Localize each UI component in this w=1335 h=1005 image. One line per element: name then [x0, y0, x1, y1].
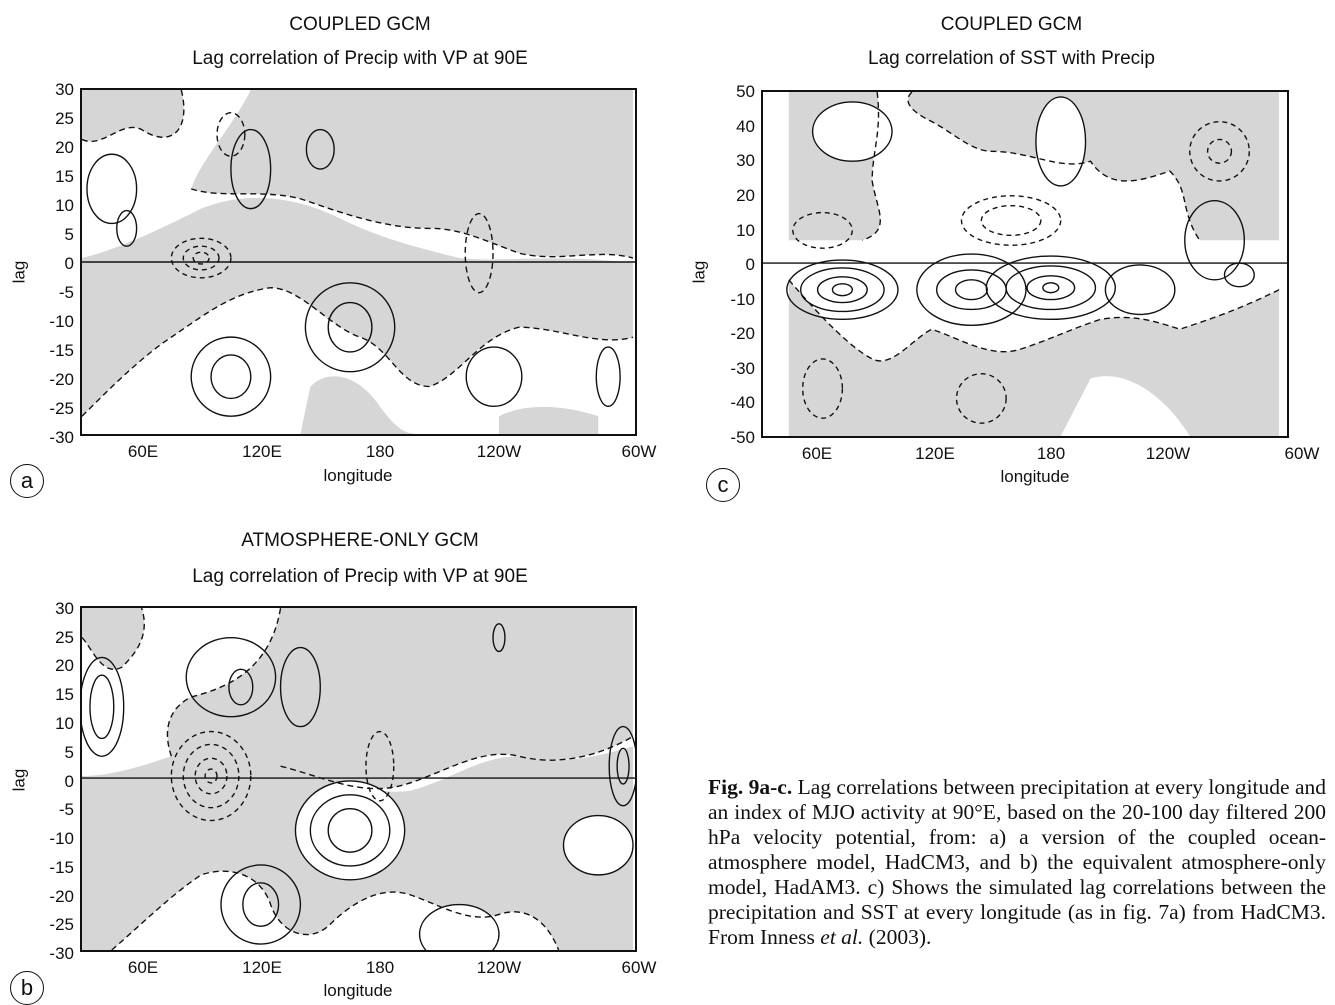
x-tick: 60W [621, 958, 657, 977]
y-tick: 30 [736, 151, 755, 170]
x-tick: 120W [1145, 444, 1191, 463]
y-tick: 30 [55, 80, 74, 99]
panel-b-title1: ATMOSPHERE-ONLY GCM [241, 530, 479, 551]
x-tick: 60E [127, 958, 159, 977]
caption-etal: et al. [820, 925, 864, 949]
y-tick: -5 [58, 283, 74, 302]
y-tick: -30 [49, 428, 74, 447]
y-tick: 40 [736, 117, 755, 136]
panel-b-letter: b [10, 971, 44, 1005]
panel-a-letter: a [10, 464, 44, 498]
y-tick: 20 [736, 186, 755, 205]
panel-b-contours [82, 608, 635, 950]
panel-b-xlabel: longitude [323, 981, 393, 1000]
y-tick: 0 [64, 772, 74, 791]
panel-c-title1: COUPLED GCM [940, 14, 1083, 35]
panel-b-plot [80, 606, 637, 952]
caption-tail: (2003). [863, 925, 932, 949]
y-tick: -20 [49, 370, 74, 389]
y-tick: 10 [736, 221, 755, 240]
y-tick: -25 [49, 399, 74, 418]
y-tick: 20 [55, 656, 74, 675]
y-tick: -20 [49, 887, 74, 906]
x-tick: 60E [127, 442, 159, 461]
y-tick: 25 [55, 109, 74, 128]
y-tick: -15 [49, 858, 74, 877]
panel-c: COUPLED GCM Lag correlation of SST with … [680, 0, 1335, 502]
panel-a-title1: COUPLED GCM [289, 14, 431, 35]
panel-a-title2: Lag correlation of Precip with VP at 90E [192, 48, 528, 69]
y-tick: -10 [49, 829, 74, 848]
y-tick: 15 [55, 167, 74, 186]
y-tick: 0 [64, 254, 74, 273]
panel-c-title2: Lag correlation of SST with Precip [868, 48, 1155, 69]
y-tick: 15 [55, 685, 74, 704]
panel-c-letter: c [706, 468, 740, 502]
y-tick: 5 [64, 743, 74, 762]
panel-c-ylabel: lag [689, 260, 709, 284]
x-tick: 120E [242, 442, 282, 461]
x-tick: 120E [242, 958, 282, 977]
panel-c-contours [763, 92, 1287, 436]
y-tick: -10 [730, 290, 755, 309]
panel-c-plot [761, 90, 1289, 438]
panel-c-xlabel: longitude [1000, 467, 1070, 486]
y-tick: -30 [730, 359, 755, 378]
panel-a-ylabel: lag [9, 260, 29, 284]
panel-a: COUPLED GCM Lag correlation of Precip wi… [0, 0, 680, 500]
y-tick: 50 [736, 82, 755, 101]
x-tick: 180 [365, 442, 395, 461]
y-tick: -5 [58, 800, 74, 819]
figure-caption: Fig. 9a-c. Lag correlations between prec… [708, 775, 1326, 950]
x-tick: 120E [915, 444, 955, 463]
y-tick: 10 [55, 196, 74, 215]
x-tick: 60E [801, 444, 833, 463]
x-tick: 180 [365, 958, 395, 977]
panel-a-contours [82, 90, 635, 434]
y-tick: -15 [49, 341, 74, 360]
y-tick: -40 [730, 393, 755, 412]
y-tick: -10 [49, 312, 74, 331]
y-tick: -30 [49, 944, 74, 963]
y-tick: 25 [55, 628, 74, 647]
y-tick: 10 [55, 714, 74, 733]
caption-label: Fig. 9a-c. [708, 775, 793, 799]
caption-text: Lag correlations between precipitation a… [708, 775, 1327, 949]
x-tick: 120W [476, 442, 522, 461]
panel-b-title2: Lag correlation of Precip with VP at 90E [192, 566, 528, 587]
y-tick: -20 [730, 324, 755, 343]
panel-b: ATMOSPHERE-ONLY GCM Lag correlation of P… [0, 518, 680, 1005]
panel-a-plot [80, 88, 637, 436]
panel-a-xlabel: longitude [323, 466, 393, 485]
y-tick: 20 [55, 138, 74, 157]
x-tick: 120W [476, 958, 522, 977]
y-tick: -25 [49, 915, 74, 934]
y-tick: -50 [730, 428, 755, 447]
x-tick: 180 [1036, 444, 1066, 463]
y-tick: 0 [745, 255, 755, 274]
y-tick: 5 [64, 225, 74, 244]
x-tick: 60W [1284, 444, 1320, 463]
panel-b-ylabel: lag [9, 768, 29, 792]
x-tick: 60W [621, 442, 657, 461]
y-tick: 30 [55, 599, 74, 618]
